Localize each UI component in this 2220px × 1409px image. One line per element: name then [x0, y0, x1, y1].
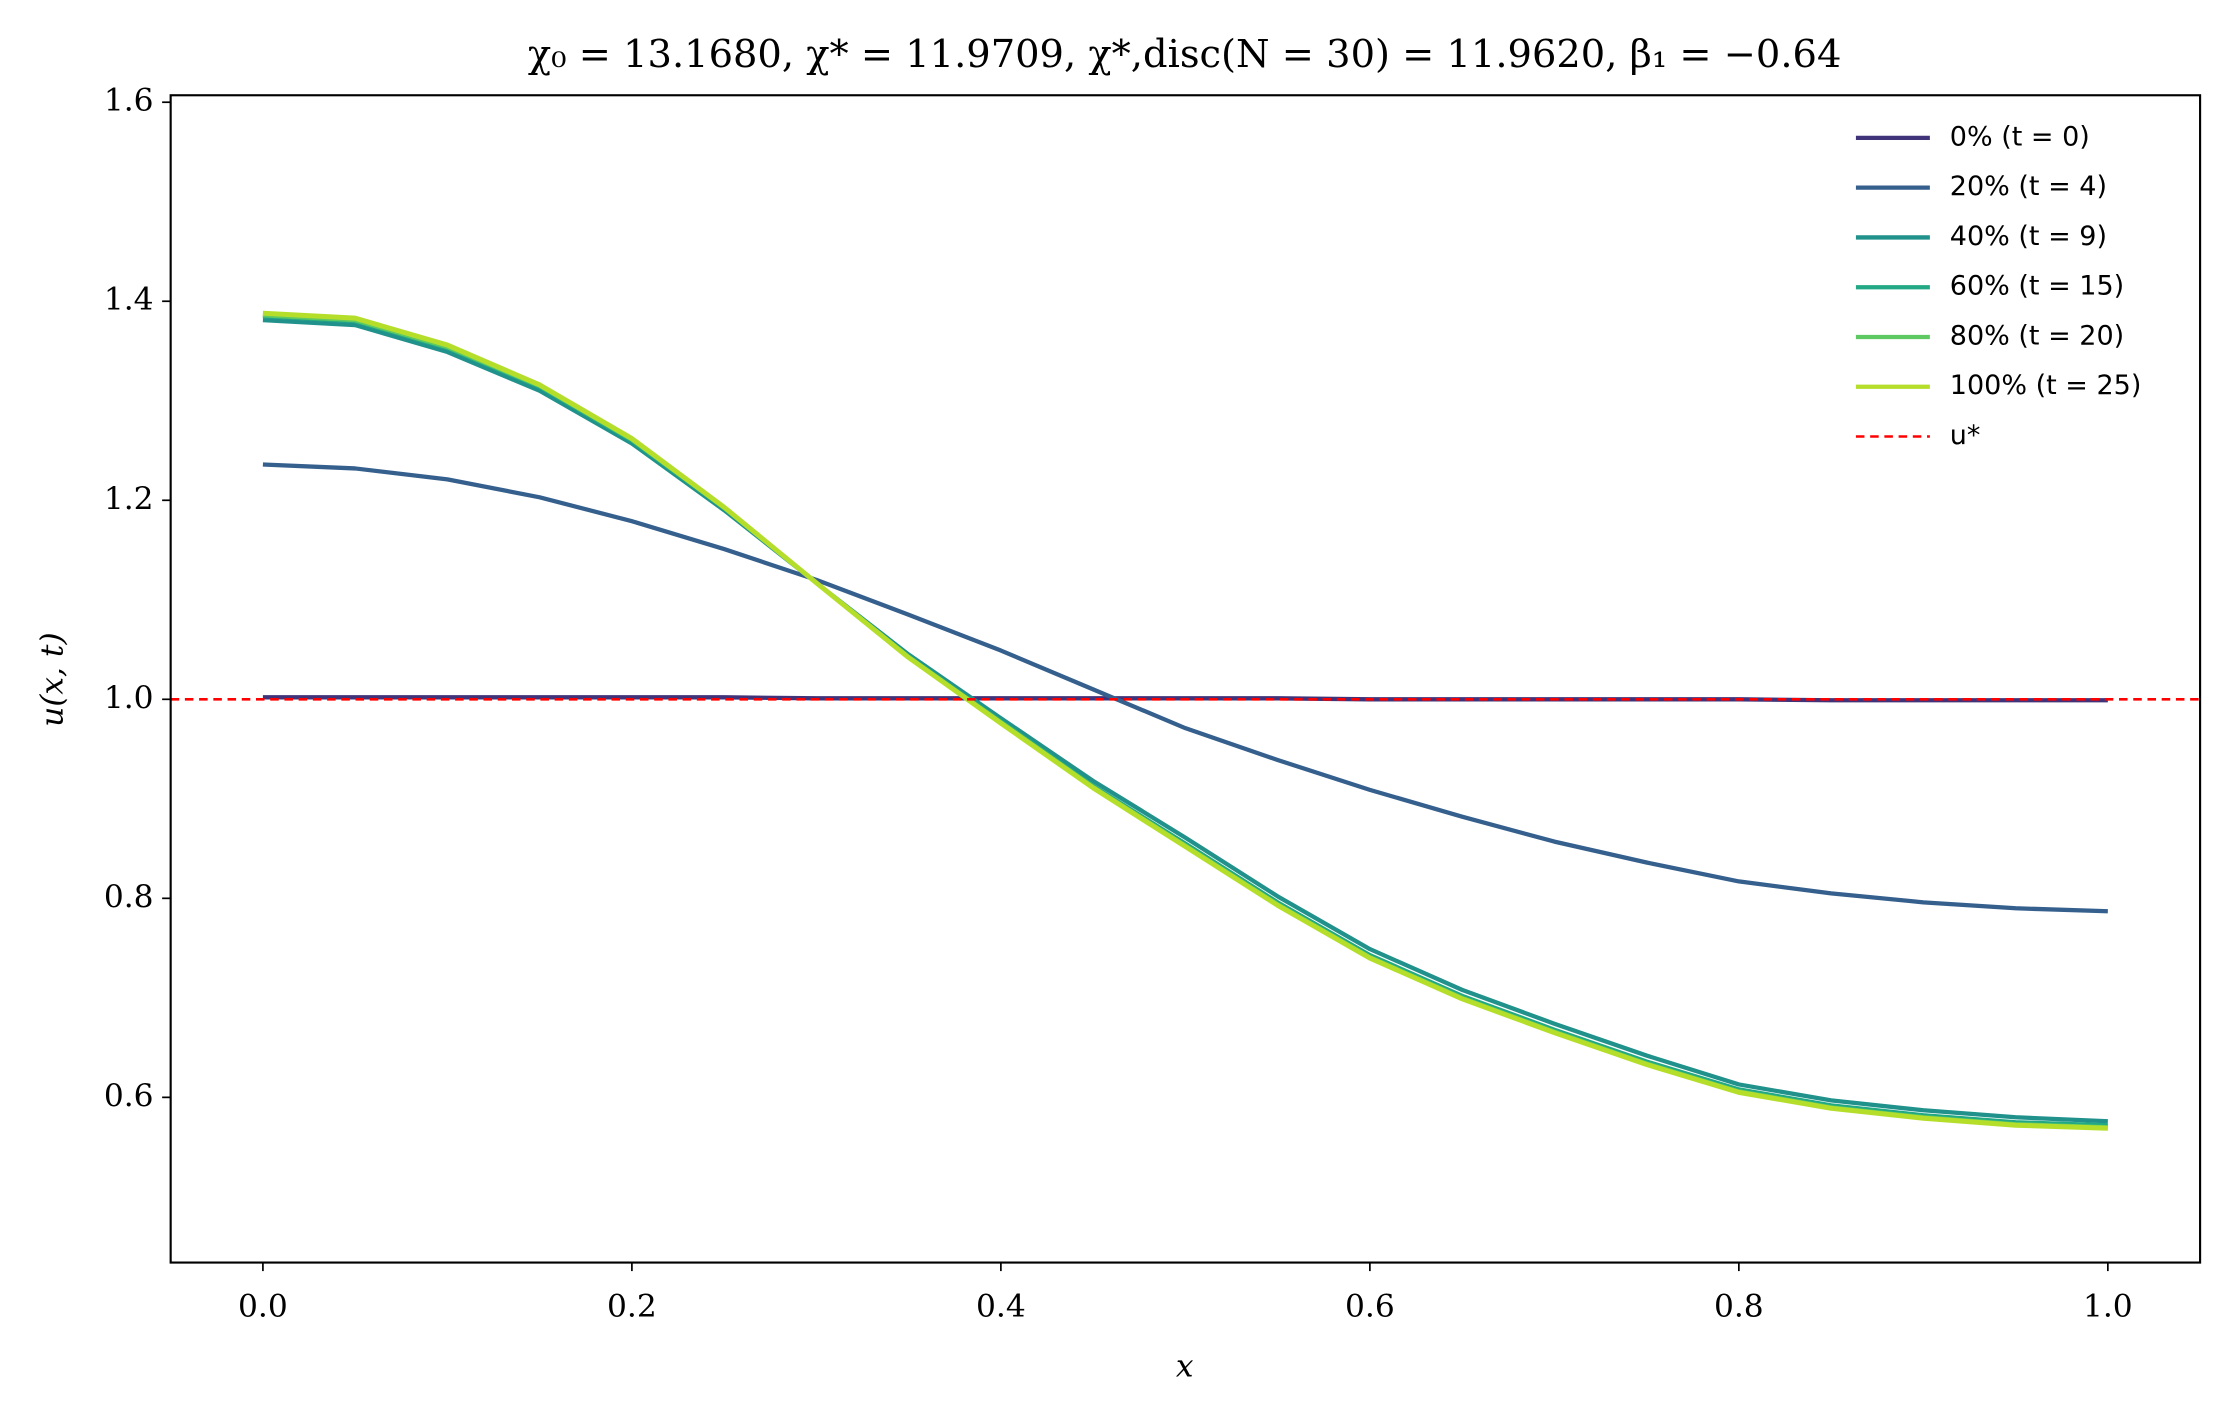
x-tick-label: 0.6: [1345, 1289, 1395, 1325]
legend-label: 20% (t = 4): [1950, 171, 2107, 202]
y-tick-label: 0.6: [104, 1078, 154, 1114]
y-tick-label: 1.0: [104, 680, 154, 716]
y-tick-label: 1.4: [104, 282, 154, 318]
legend-label: 0% (t = 0): [1950, 121, 2090, 152]
y-tick-label: 1.6: [104, 83, 154, 119]
plot-frame: [169, 94, 2202, 1264]
x-tick-label: 1.0: [2083, 1289, 2133, 1325]
x-tick-label: 0.8: [1714, 1289, 1764, 1325]
y-tick-label: 1.2: [104, 481, 154, 517]
x-tick-label: 0.4: [976, 1289, 1026, 1325]
legend-label: 40% (t = 9): [1950, 221, 2107, 252]
x-axis-label: x: [1176, 1348, 1194, 1384]
y-tick-label: 0.8: [104, 879, 154, 915]
series-line: [262, 310, 2108, 1131]
x-tick-label: 0.2: [607, 1289, 657, 1325]
chart-title: χ₀ = 13.1680, χ* = 11.9709, χ*,disc(N = …: [528, 32, 1841, 77]
y-axis-label: u(x, t): [35, 632, 71, 727]
x-tick-label: 0.0: [238, 1289, 288, 1325]
legend-label: 80% (t = 20): [1950, 320, 2124, 351]
legend-label: 60% (t = 15): [1950, 271, 2124, 302]
series-line: [262, 318, 2108, 1124]
legend-label: u*: [1950, 420, 1981, 451]
legend-label: 100% (t = 25): [1950, 370, 2142, 401]
series-line: [262, 462, 2108, 914]
